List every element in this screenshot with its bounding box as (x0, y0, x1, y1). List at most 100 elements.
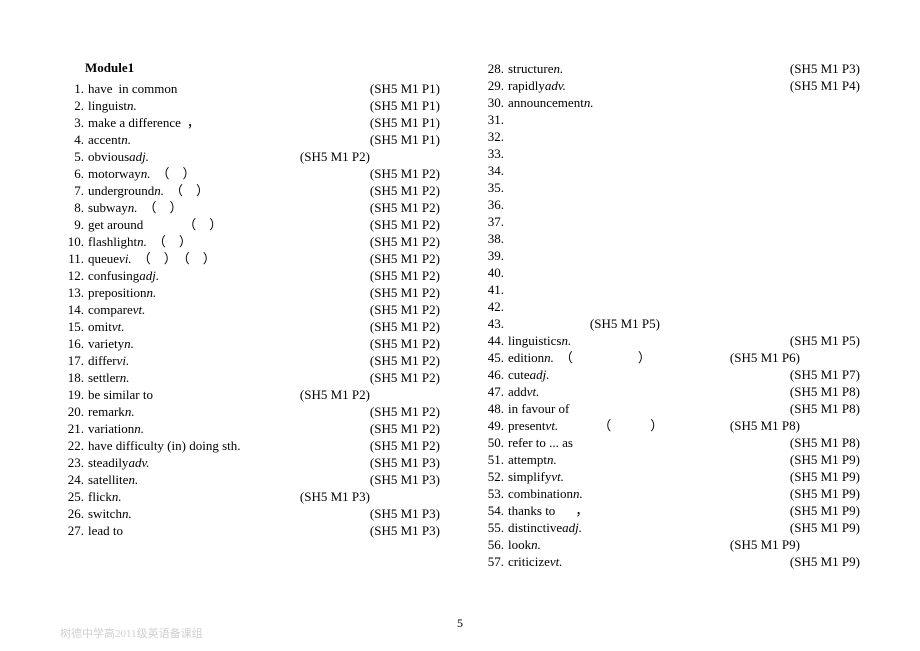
entry-ref: (SH5 M1 P2) (362, 335, 470, 352)
vocab-row: 43.(SH5 M1 P5) (480, 315, 890, 332)
vocab-row: 40. (480, 264, 890, 281)
entry-pos: vt. (133, 301, 146, 318)
entry-ref: (SH5 M1 P9) (782, 451, 890, 468)
entry-term: preposition (88, 284, 147, 301)
entry-number: 44. (480, 332, 508, 349)
entry-pos: adj. (562, 519, 582, 536)
entry-ref: (SH5 M1 P2) (362, 250, 470, 267)
entry-pos: n. (122, 505, 132, 522)
entry-pos: n. (128, 199, 138, 216)
entry-number: 30. (480, 94, 508, 111)
entry-number: 26. (60, 505, 88, 522)
entry-number: 20. (60, 403, 88, 420)
entry-ref: (SH5 M1 P1) (362, 131, 470, 148)
vocab-row: 24.satellite n.(SH5 M1 P3) (60, 471, 470, 488)
vocab-row: 31. (480, 111, 890, 128)
entry-number: 28. (480, 60, 508, 77)
entry-number: 57. (480, 553, 508, 570)
vocab-row: 6.motorway n.（ ）(SH5 M1 P2) (60, 165, 470, 182)
entry-ref: (SH5 M1 P7) (782, 366, 890, 383)
entry-term: flick (88, 488, 112, 505)
entry-term: compare (88, 301, 133, 318)
entry-ref: (SH5 M1 P4) (782, 77, 890, 94)
entry-number: 15. (60, 318, 88, 335)
entry-extra: （ ） (183, 216, 222, 233)
vocab-row: 38. (480, 230, 890, 247)
vocab-row: 56.look n.(SH5 M1 P9) (480, 536, 890, 553)
entry-pos: n. (134, 420, 144, 437)
entry-ref: (SH5 M1 P8) (782, 383, 890, 400)
entry-number: 4. (60, 131, 88, 148)
vocab-row: 5.obvious adj.(SH5 M1 P2) (60, 148, 470, 165)
entry-term: confusing (88, 267, 139, 284)
entry-extra: ， (187, 114, 200, 131)
entry-pos: adj. (139, 267, 159, 284)
entry-term: subway (88, 199, 128, 216)
entry-number: 31. (480, 111, 508, 128)
entry-pos: adj. (530, 366, 550, 383)
entry-ref: (SH5 M1 P2) (362, 403, 470, 420)
entry-number: 48. (480, 400, 508, 417)
entry-number: 35. (480, 179, 508, 196)
entry-pos: vt. (551, 468, 564, 485)
vocab-row: 29.rapidly adv.(SH5 M1 P4) (480, 77, 890, 94)
entry-term: variety (88, 335, 124, 352)
entry-term: variation (88, 420, 134, 437)
entry-ref: (SH5 M1 P9) (782, 485, 890, 502)
entry-ref: (SH5 M1 P2) (362, 284, 470, 301)
page-columns: Module1 1.havein common(SH5 M1 P1)2.ling… (60, 60, 890, 570)
left-column: Module1 1.havein common(SH5 M1 P1)2.ling… (60, 60, 470, 570)
entry-ref: (SH5 M1 P3) (362, 471, 470, 488)
vocab-row: 17.differ vi.(SH5 M1 P2) (60, 352, 470, 369)
vocab-row: 27.lead to(SH5 M1 P3) (60, 522, 470, 539)
entry-ref: (SH5 M1 P9) (782, 519, 890, 536)
entry-pos: n. (553, 60, 563, 77)
entry-pos: n. (547, 451, 557, 468)
vocab-row: 4.accent n.(SH5 M1 P1) (60, 131, 470, 148)
entry-ref: (SH5 M1 P5) (782, 332, 890, 349)
vocab-row: 45.edition n.（ ）(SH5 M1 P6) (480, 349, 890, 366)
entry-ref: (SH5 M1 P2) (362, 182, 470, 199)
entry-pos: n. (544, 349, 554, 366)
entry-number: 52. (480, 468, 508, 485)
entry-number: 12. (60, 267, 88, 284)
entry-ref: (SH5 M1 P2) (362, 199, 470, 216)
vocab-row: 26.switch n.(SH5 M1 P3) (60, 505, 470, 522)
vocab-row: 28.structure n.(SH5 M1 P3) (480, 60, 890, 77)
entry-ref: (SH5 M1 P9) (782, 502, 890, 519)
entry-number: 49. (480, 417, 508, 434)
entry-term: switch (88, 505, 122, 522)
entry-pos: vt. (112, 318, 125, 335)
entry-term: underground (88, 182, 154, 199)
entry-number: 23. (60, 454, 88, 471)
entry-ref: (SH5 M1 P1) (362, 97, 470, 114)
entry-extra: （ ） (143, 199, 182, 216)
entry-term: cute (508, 366, 530, 383)
entry-ref: (SH5 M1 P9) (782, 468, 890, 485)
entry-ref: (SH5 M1 P3) (362, 454, 470, 471)
entry-pos: n. (121, 131, 131, 148)
entry-number: 39. (480, 247, 508, 264)
entry-number: 56. (480, 536, 508, 553)
entry-pos: n. (141, 165, 151, 182)
entry-number: 37. (480, 213, 508, 230)
entry-ref: (SH5 M1 P1) (362, 114, 470, 131)
entry-pos: vt. (527, 383, 540, 400)
entry-number: 27. (60, 522, 88, 539)
vocab-row: 25.flick n.(SH5 M1 P3) (60, 488, 470, 505)
vocab-row: 44.linguistics n.(SH5 M1 P5) (480, 332, 890, 349)
entry-term: steadily (88, 454, 128, 471)
entry-ref: (SH5 M1 P2) (292, 386, 400, 403)
entry-number: 25. (60, 488, 88, 505)
vocab-row: 8.subway n.（ ）(SH5 M1 P2) (60, 199, 470, 216)
entry-number: 34. (480, 162, 508, 179)
entry-number: 18. (60, 369, 88, 386)
entry-pos: n. (128, 471, 138, 488)
entry-number: 40. (480, 264, 508, 281)
entry-term: edition (508, 349, 544, 366)
entry-ref: (SH5 M1 P3) (362, 522, 470, 539)
entry-ref: (SH5 M1 P2) (362, 318, 470, 335)
entry-term: satellite (88, 471, 128, 488)
entry-pos: n. (154, 182, 164, 199)
entry-pos: vt. (546, 417, 559, 434)
